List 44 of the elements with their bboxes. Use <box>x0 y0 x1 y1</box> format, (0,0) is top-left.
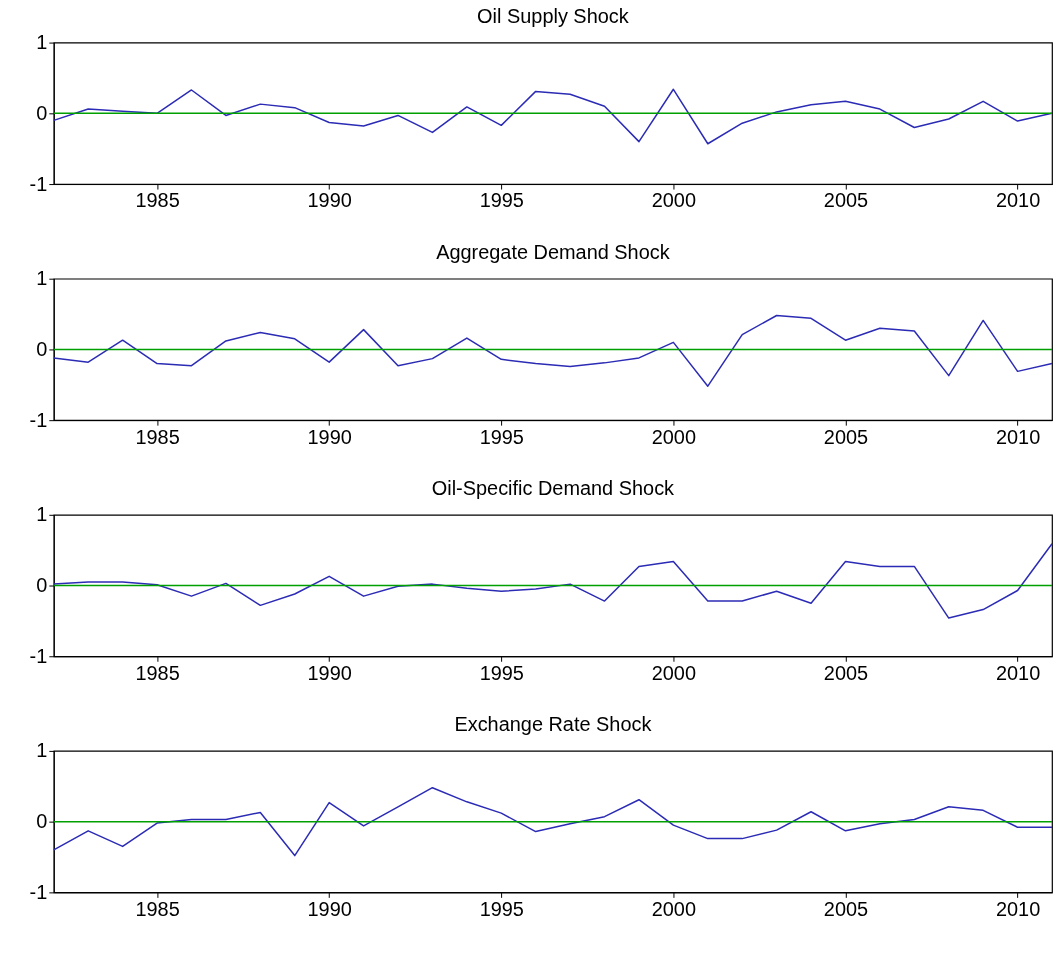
chart-title: Oil Supply Shock <box>477 4 629 27</box>
x-tick-label: 2005 <box>823 661 869 684</box>
x-tick-label: 2005 <box>823 897 869 920</box>
x-tick-label: 2000 <box>651 425 697 448</box>
y-tick-label: 0 <box>36 810 48 833</box>
line-series <box>53 786 1053 857</box>
y-tick-label: 1 <box>36 503 48 526</box>
y-tick-label: 1 <box>36 267 48 290</box>
x-tick-label: 1985 <box>135 189 180 212</box>
x-tick-label: 1990 <box>307 661 352 684</box>
chart-title: Oil-Specific Demand Shock <box>431 476 675 499</box>
chart-title: Aggregate Demand Shock <box>436 240 670 263</box>
line-series <box>53 88 1053 145</box>
x-tick-label: 1990 <box>307 897 352 920</box>
x-tick-label: 2005 <box>823 189 869 212</box>
x-tick-label: 2010 <box>995 897 1041 920</box>
y-tick-label: 1 <box>36 31 48 54</box>
y-tick-label: 1 <box>36 739 48 762</box>
x-tick-label: 2000 <box>651 661 697 684</box>
x-tick-label: 1985 <box>135 661 180 684</box>
y-tick-label: -1 <box>29 172 48 195</box>
y-tick-label: 0 <box>36 574 48 597</box>
x-tick-label: 2010 <box>995 425 1041 448</box>
x-tick-label: 2010 <box>995 661 1041 684</box>
y-tick-label: -1 <box>29 408 48 431</box>
x-tick-label: 1990 <box>307 189 352 212</box>
y-tick-label: 0 <box>36 101 48 124</box>
y-tick-label: 0 <box>36 337 48 360</box>
x-tick-label: 2000 <box>651 897 697 920</box>
line-series <box>53 543 1053 619</box>
x-tick-label: 2005 <box>823 425 869 448</box>
x-tick-label: 1985 <box>135 897 180 920</box>
x-tick-label: 2000 <box>651 189 697 212</box>
chart-title: Exchange Rate Shock <box>454 712 652 735</box>
x-tick-label: 1995 <box>479 897 524 920</box>
line-series <box>53 314 1053 387</box>
x-tick-label: 1985 <box>135 425 180 448</box>
x-tick-label: 2010 <box>995 189 1041 212</box>
y-tick-label: -1 <box>29 644 48 667</box>
x-tick-label: 1990 <box>307 425 352 448</box>
x-tick-label: 1995 <box>479 661 524 684</box>
y-tick-label: -1 <box>29 880 48 903</box>
x-tick-label: 1995 <box>479 425 524 448</box>
x-tick-label: 1995 <box>479 189 524 212</box>
